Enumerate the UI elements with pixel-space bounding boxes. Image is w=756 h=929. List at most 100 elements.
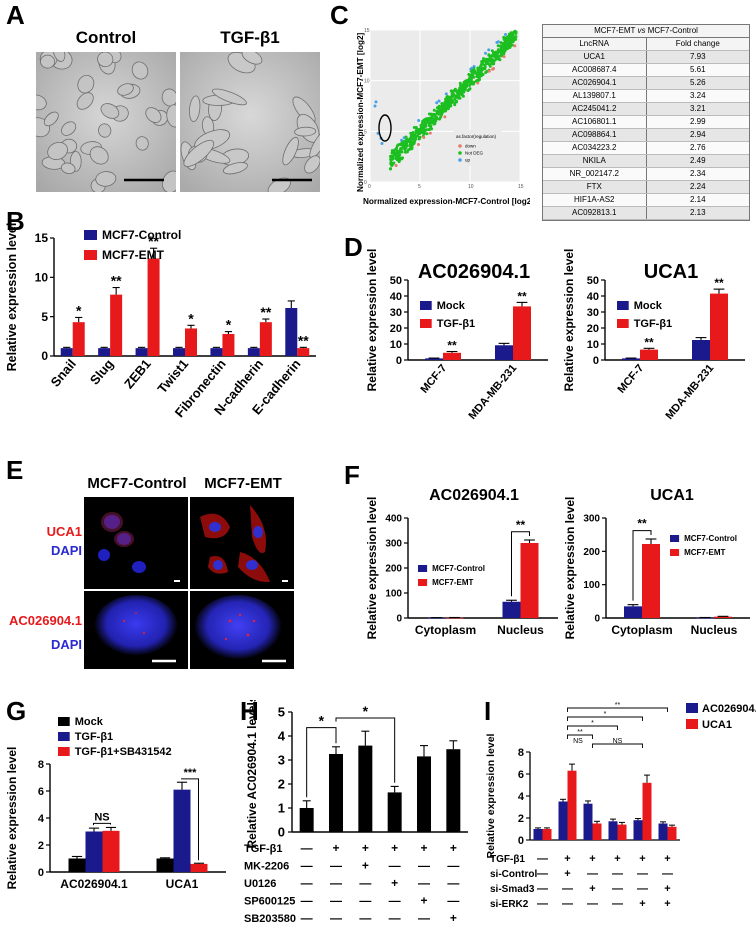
scatter-legend-up: up <box>465 158 471 163</box>
y-tick-label: 40 <box>587 291 599 303</box>
scatter-point <box>468 87 472 91</box>
table-cell: 5.61 <box>689 65 706 74</box>
scatter-point <box>412 137 416 141</box>
scatter-point <box>498 49 502 53</box>
treatment-mark: — <box>301 859 313 873</box>
significance-label: NS <box>613 738 623 745</box>
significance-bracket <box>306 727 337 798</box>
y-tick-label: 30 <box>587 307 599 319</box>
y-axis-label: Relative expression level <box>5 747 19 890</box>
scatter-point <box>502 37 506 41</box>
y-tick-label: 50 <box>587 275 599 287</box>
scatter-point <box>484 51 487 55</box>
treatment-mark: — <box>330 911 342 925</box>
table-header-cell: Fold change <box>675 39 720 48</box>
cell-shape <box>183 139 215 167</box>
x-category-label: Cytoplasm <box>415 623 476 637</box>
bar <box>417 756 431 832</box>
scatter-point <box>407 148 410 152</box>
bar <box>98 348 111 356</box>
significance-bracket <box>567 734 593 739</box>
y-axis-label: Relative expression level <box>5 223 19 372</box>
treatment-mark: — <box>330 894 342 908</box>
scatter-point <box>453 103 457 107</box>
scatter-point <box>455 100 459 104</box>
table-cell: 2.94 <box>689 130 706 139</box>
legend-label: Mock <box>437 300 466 312</box>
treatment-mark: — <box>359 876 371 890</box>
treatment-label: SB203580 <box>244 913 296 925</box>
cell-shape <box>135 136 149 151</box>
y-axis-label: Relative expression level <box>562 249 576 392</box>
y-tick-label: 0 <box>396 614 402 625</box>
scatter-point <box>437 99 441 103</box>
table-cell: 2.76 <box>689 143 706 152</box>
table-cell: NR_002147.2 <box>543 168 647 180</box>
scatter-point <box>449 100 453 104</box>
scatter-point <box>406 140 410 144</box>
table-cell: 2.99 <box>689 117 706 126</box>
table-row: AL139807.1 3.24 <box>543 90 749 103</box>
treatment-mark: — <box>447 894 459 908</box>
panel-label-f: F <box>344 460 360 490</box>
scatter-point <box>453 97 457 101</box>
fold-change-table: MCF7-EMT vs MCF7-Control LncRNA Fold chan… <box>542 24 750 221</box>
scatter-point <box>421 119 425 123</box>
legend-label: MCF7-EMT <box>684 548 725 557</box>
scatter-point <box>488 54 492 58</box>
bar <box>542 829 552 840</box>
y-tick-label: 20 <box>587 323 599 335</box>
treatment-mark: + <box>362 859 369 873</box>
scatter-point <box>447 95 451 99</box>
treatment-mark: + <box>639 853 645 865</box>
bar <box>608 821 618 840</box>
table-row: AC034223.2 2.76 <box>543 142 749 155</box>
scatter-point <box>443 115 447 119</box>
scatter-point <box>394 154 398 157</box>
scatter-xtick: 15 <box>518 184 524 190</box>
scatter-point <box>420 128 424 132</box>
scatter-point <box>454 95 457 99</box>
scatter-point <box>421 126 425 130</box>
bar <box>692 340 710 360</box>
treatment-mark: + <box>589 883 595 895</box>
treatment-mark: — <box>389 894 401 908</box>
significance-label: ** <box>447 339 457 353</box>
treatment-mark: — <box>612 898 623 910</box>
scatter-point <box>511 40 514 43</box>
significance-label: * <box>363 703 369 719</box>
cell-shape <box>241 52 263 65</box>
scatter-point <box>479 74 483 78</box>
scatter-point <box>471 69 474 72</box>
table-row: AC098864.1 2.94 <box>543 129 749 142</box>
scatter-point <box>427 112 431 116</box>
bar <box>358 745 373 832</box>
y-tick-label: 8 <box>38 759 44 771</box>
chart-title: UCA1 <box>644 261 698 283</box>
table-row: NKILA 2.49 <box>543 155 749 168</box>
scatter-point <box>444 97 448 101</box>
scatter-point <box>390 149 394 153</box>
scatter-point <box>422 136 426 139</box>
scatter-point <box>389 167 393 171</box>
scatter-point <box>479 66 483 70</box>
table-cell: 2.13 <box>689 208 706 217</box>
scatter-point <box>477 74 481 78</box>
scatter-xtick: 10 <box>468 184 474 190</box>
significance-label: ** <box>577 729 583 736</box>
scatter-point <box>502 48 505 52</box>
scatter-point <box>511 36 515 40</box>
scatter-point <box>475 79 479 82</box>
table-row: FTX 2.24 <box>543 181 749 194</box>
cell-shape <box>47 141 68 161</box>
scatter-point <box>492 59 496 63</box>
y-tick-label: 2 <box>278 777 285 792</box>
scatter-point <box>440 103 444 107</box>
scatter-point <box>463 87 467 91</box>
cell-shape <box>222 162 248 175</box>
scatter-point <box>450 90 454 94</box>
table-cell: AC034223.2 <box>543 142 647 154</box>
micrograph-control <box>36 52 176 192</box>
treatment-mark: — <box>612 883 623 895</box>
table-cell: 3.24 <box>689 91 706 100</box>
